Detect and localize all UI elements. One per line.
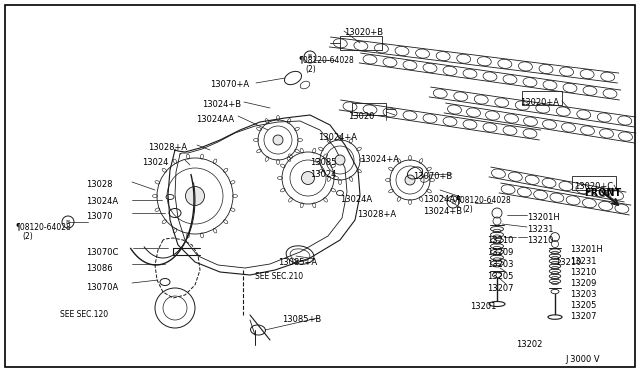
Text: B: B xyxy=(66,219,70,224)
Text: 13231: 13231 xyxy=(570,257,596,266)
Text: B: B xyxy=(451,199,455,205)
Text: 13205: 13205 xyxy=(570,301,596,310)
Text: (2): (2) xyxy=(305,65,316,74)
Text: 13205: 13205 xyxy=(487,272,513,281)
Text: 13024: 13024 xyxy=(142,158,168,167)
Text: 13020: 13020 xyxy=(348,112,374,121)
Text: 13020+C: 13020+C xyxy=(574,182,613,191)
Text: 13210: 13210 xyxy=(487,236,513,245)
Text: 13020+A: 13020+A xyxy=(520,98,559,107)
Text: 13209: 13209 xyxy=(570,279,596,288)
Text: 13070+A: 13070+A xyxy=(210,80,249,89)
Text: SEE SEC.120: SEE SEC.120 xyxy=(60,310,108,319)
Bar xyxy=(522,91,562,105)
Text: 13201H: 13201H xyxy=(570,245,603,254)
Text: 13085+B: 13085+B xyxy=(282,315,321,324)
Text: 13024: 13024 xyxy=(310,170,337,179)
Text: ¶08120-64028: ¶08120-64028 xyxy=(455,195,511,204)
Circle shape xyxy=(301,171,314,185)
Text: 13024AA: 13024AA xyxy=(196,115,234,124)
Text: 13203: 13203 xyxy=(570,290,596,299)
Text: 13201: 13201 xyxy=(470,302,497,311)
Text: 13231: 13231 xyxy=(527,225,554,234)
Text: ¶08120-64028: ¶08120-64028 xyxy=(298,55,354,64)
Text: B: B xyxy=(308,55,312,60)
Text: 13024AA: 13024AA xyxy=(423,195,461,204)
Text: 13085+A: 13085+A xyxy=(278,258,317,267)
Text: 13210: 13210 xyxy=(527,236,554,245)
Text: 13207: 13207 xyxy=(570,312,596,321)
Text: 13024+B: 13024+B xyxy=(423,207,462,216)
Text: 13024A: 13024A xyxy=(340,195,372,204)
Text: 13028+A: 13028+A xyxy=(148,143,187,152)
Text: 13210: 13210 xyxy=(570,268,596,277)
Circle shape xyxy=(335,155,345,165)
Text: 13201H: 13201H xyxy=(527,213,560,222)
Bar xyxy=(340,36,382,50)
Text: 13203: 13203 xyxy=(487,260,513,269)
Text: J 3000 V: J 3000 V xyxy=(565,355,600,364)
Text: 13028: 13028 xyxy=(86,180,113,189)
Circle shape xyxy=(273,135,283,145)
Text: 13209: 13209 xyxy=(487,248,513,257)
Bar xyxy=(352,103,386,115)
Text: 13020+B: 13020+B xyxy=(344,28,383,37)
Text: 13024+A: 13024+A xyxy=(318,133,357,142)
Text: 13207: 13207 xyxy=(487,284,513,293)
Text: 13070: 13070 xyxy=(86,212,113,221)
Text: SEE SEC.210: SEE SEC.210 xyxy=(255,272,303,281)
Text: FRONT: FRONT xyxy=(584,188,621,198)
Circle shape xyxy=(405,175,415,185)
Text: 13070A: 13070A xyxy=(86,283,118,292)
Text: 13024A: 13024A xyxy=(86,197,118,206)
Text: 13024+B: 13024+B xyxy=(202,100,241,109)
Text: 13070C: 13070C xyxy=(86,248,118,257)
Text: (2): (2) xyxy=(22,232,33,241)
Circle shape xyxy=(186,186,205,205)
Text: 13202: 13202 xyxy=(516,340,542,349)
Text: 13028+A: 13028+A xyxy=(357,210,396,219)
Bar xyxy=(572,176,616,190)
Text: 13085: 13085 xyxy=(310,158,337,167)
Text: 13086: 13086 xyxy=(86,264,113,273)
Text: (2): (2) xyxy=(462,205,473,214)
Text: 13070+B: 13070+B xyxy=(413,172,452,181)
Text: 13210: 13210 xyxy=(555,258,581,267)
Text: 13024+A: 13024+A xyxy=(360,155,399,164)
Text: ¶08120-64028: ¶08120-64028 xyxy=(15,222,71,231)
